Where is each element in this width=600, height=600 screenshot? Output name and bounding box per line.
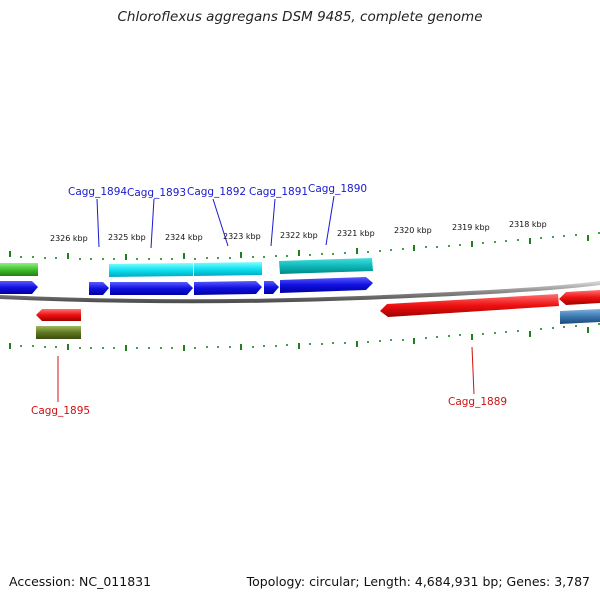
gene-feature xyxy=(36,326,81,339)
scale-label: 2325 kbp xyxy=(108,233,146,242)
gene-label-cagg-1892[interactable]: Cagg_1892 xyxy=(187,186,246,198)
gene-feature xyxy=(109,263,193,277)
scale-label: 2319 kbp xyxy=(452,223,490,232)
gene-label-cagg-1895[interactable]: Cagg_1895 xyxy=(31,405,90,417)
genome-stats-text: Topology: circular; Length: 4,684,931 bp… xyxy=(246,574,590,589)
scale-label: 2324 kbp xyxy=(165,233,203,242)
genome-backbone xyxy=(0,281,600,304)
gene-label-cagg-1889[interactable]: Cagg_1889 xyxy=(448,396,507,408)
gene-arrow xyxy=(264,281,279,294)
scale-labels: 2326 kbp 2325 kbp 2324 kbp 2323 kbp 2322… xyxy=(50,220,547,243)
gene-arrow xyxy=(380,294,559,317)
gene-label-cagg-1894[interactable]: Cagg_1894 xyxy=(68,186,127,198)
scale-label: 2318 kbp xyxy=(509,220,547,229)
gene-label-cagg-1893[interactable]: Cagg_1893 xyxy=(127,187,186,199)
map-title: Chloroflexus aggregans DSM 9485, complet… xyxy=(117,9,483,25)
gene-label-cagg-1891[interactable]: Cagg_1891 xyxy=(249,186,308,198)
gene-arrow xyxy=(559,290,600,305)
gene-label-cagg-1890[interactable]: Cagg_1890 xyxy=(308,183,367,195)
scale-label: 2320 kbp xyxy=(394,226,432,235)
gene-arrow xyxy=(280,277,373,293)
gene-arrow xyxy=(194,281,262,295)
reverse-cds-track xyxy=(36,290,600,321)
scale-label: 2322 kbp xyxy=(280,231,318,240)
gene-arrow xyxy=(36,309,81,321)
lower-tick-track xyxy=(9,323,600,351)
gene-feature xyxy=(194,262,262,276)
gene-feature xyxy=(0,263,38,276)
gene-arrow xyxy=(110,282,193,295)
forward-outer-track xyxy=(0,258,373,277)
scale-label: 2323 kbp xyxy=(223,232,261,241)
upper-tick-track xyxy=(9,232,600,260)
scale-label: 2321 kbp xyxy=(337,229,375,238)
gene-arrow xyxy=(0,281,38,294)
scale-label: 2326 kbp xyxy=(50,234,88,243)
accession-text: Accession: NC_011831 xyxy=(9,574,152,589)
reverse-outer-track xyxy=(36,309,600,339)
label-leaders xyxy=(57,195,475,402)
gene-feature xyxy=(560,309,600,324)
forward-cds-track xyxy=(0,277,373,295)
gene-feature xyxy=(279,258,373,274)
gene-labels: Cagg_1894 Cagg_1893 Cagg_1892 Cagg_1891 … xyxy=(31,183,507,417)
gene-arrow xyxy=(89,282,109,295)
